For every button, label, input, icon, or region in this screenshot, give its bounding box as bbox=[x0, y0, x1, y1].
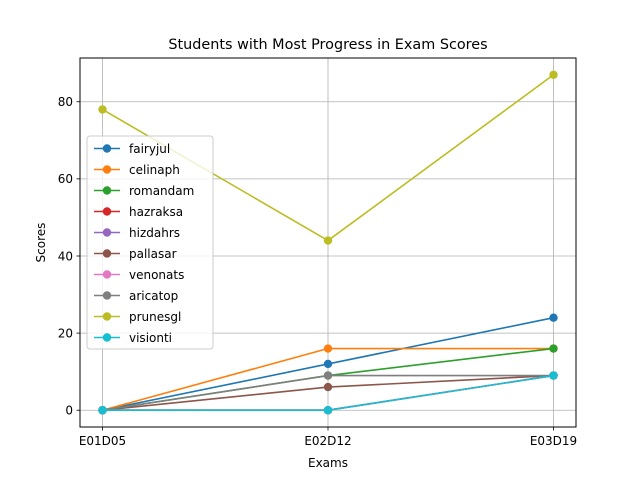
y-axis: 0 20 40 60 80 bbox=[58, 95, 80, 418]
x-axis: E01D05 E02D12 E03D19 bbox=[79, 427, 577, 448]
data-point bbox=[98, 406, 107, 415]
data-point bbox=[549, 313, 558, 322]
legend-label: venonats bbox=[129, 268, 184, 282]
data-point bbox=[549, 70, 558, 79]
y-tick-label: 40 bbox=[58, 249, 73, 263]
legend-label: aricatop bbox=[129, 289, 178, 303]
x-axis-label: Exams bbox=[308, 456, 348, 470]
data-point bbox=[323, 344, 333, 353]
legend-marker bbox=[102, 270, 112, 279]
legend-label: pallasar bbox=[129, 247, 177, 261]
legend-label: hazraksa bbox=[129, 205, 183, 219]
legend-item: romandam bbox=[94, 184, 194, 198]
legend-marker bbox=[102, 228, 112, 237]
legend-marker bbox=[102, 312, 112, 321]
legend-label: romandam bbox=[129, 184, 194, 198]
series-visionti bbox=[98, 371, 558, 415]
x-tick-label: E02D12 bbox=[304, 434, 351, 448]
legend-label: fairyjul bbox=[129, 142, 170, 156]
legend-marker bbox=[102, 249, 112, 258]
legend-item: celinaph bbox=[94, 163, 180, 177]
legend-marker bbox=[102, 165, 112, 174]
legend-marker bbox=[102, 186, 112, 195]
legend-label: visionti bbox=[129, 331, 172, 345]
y-tick-label: 0 bbox=[65, 404, 73, 418]
data-point bbox=[323, 406, 333, 415]
legend-item: pallasar bbox=[94, 247, 177, 261]
legend-item: venonats bbox=[94, 268, 184, 282]
legend-item: hizdahrs bbox=[94, 226, 180, 240]
legend-label: celinaph bbox=[129, 163, 180, 177]
legend-item: hazraksa bbox=[94, 205, 183, 219]
data-point bbox=[98, 105, 107, 114]
x-tick-label: E01D05 bbox=[79, 434, 126, 448]
legend-marker bbox=[102, 207, 112, 216]
data-point bbox=[323, 236, 333, 245]
legend-label: prunesgl bbox=[129, 310, 181, 324]
legend-marker bbox=[102, 333, 112, 342]
x-tick-label: E03D19 bbox=[530, 434, 577, 448]
legend-label: hizdahrs bbox=[129, 226, 180, 240]
legend-item: aricatop bbox=[94, 289, 178, 303]
legend-item: prunesgl bbox=[94, 310, 181, 324]
legend-marker bbox=[102, 144, 112, 153]
y-tick-label: 20 bbox=[58, 326, 73, 340]
y-axis-label: Scores bbox=[34, 223, 48, 263]
series-layer bbox=[98, 70, 558, 415]
legend-item: visionti bbox=[94, 331, 172, 345]
data-point bbox=[323, 359, 333, 369]
legend-marker bbox=[102, 291, 112, 300]
data-point bbox=[549, 371, 558, 380]
data-point bbox=[323, 371, 333, 380]
legend-item: fairyjul bbox=[94, 142, 170, 156]
data-point bbox=[549, 344, 558, 353]
chart-title: Students with Most Progress in Exam Scor… bbox=[168, 37, 487, 53]
data-point bbox=[323, 382, 333, 392]
y-tick-label: 80 bbox=[58, 95, 73, 109]
legend: fairyjul celinaph romandam hazraksa hizdahrs… bbox=[86, 135, 214, 350]
y-tick-label: 60 bbox=[58, 172, 73, 186]
